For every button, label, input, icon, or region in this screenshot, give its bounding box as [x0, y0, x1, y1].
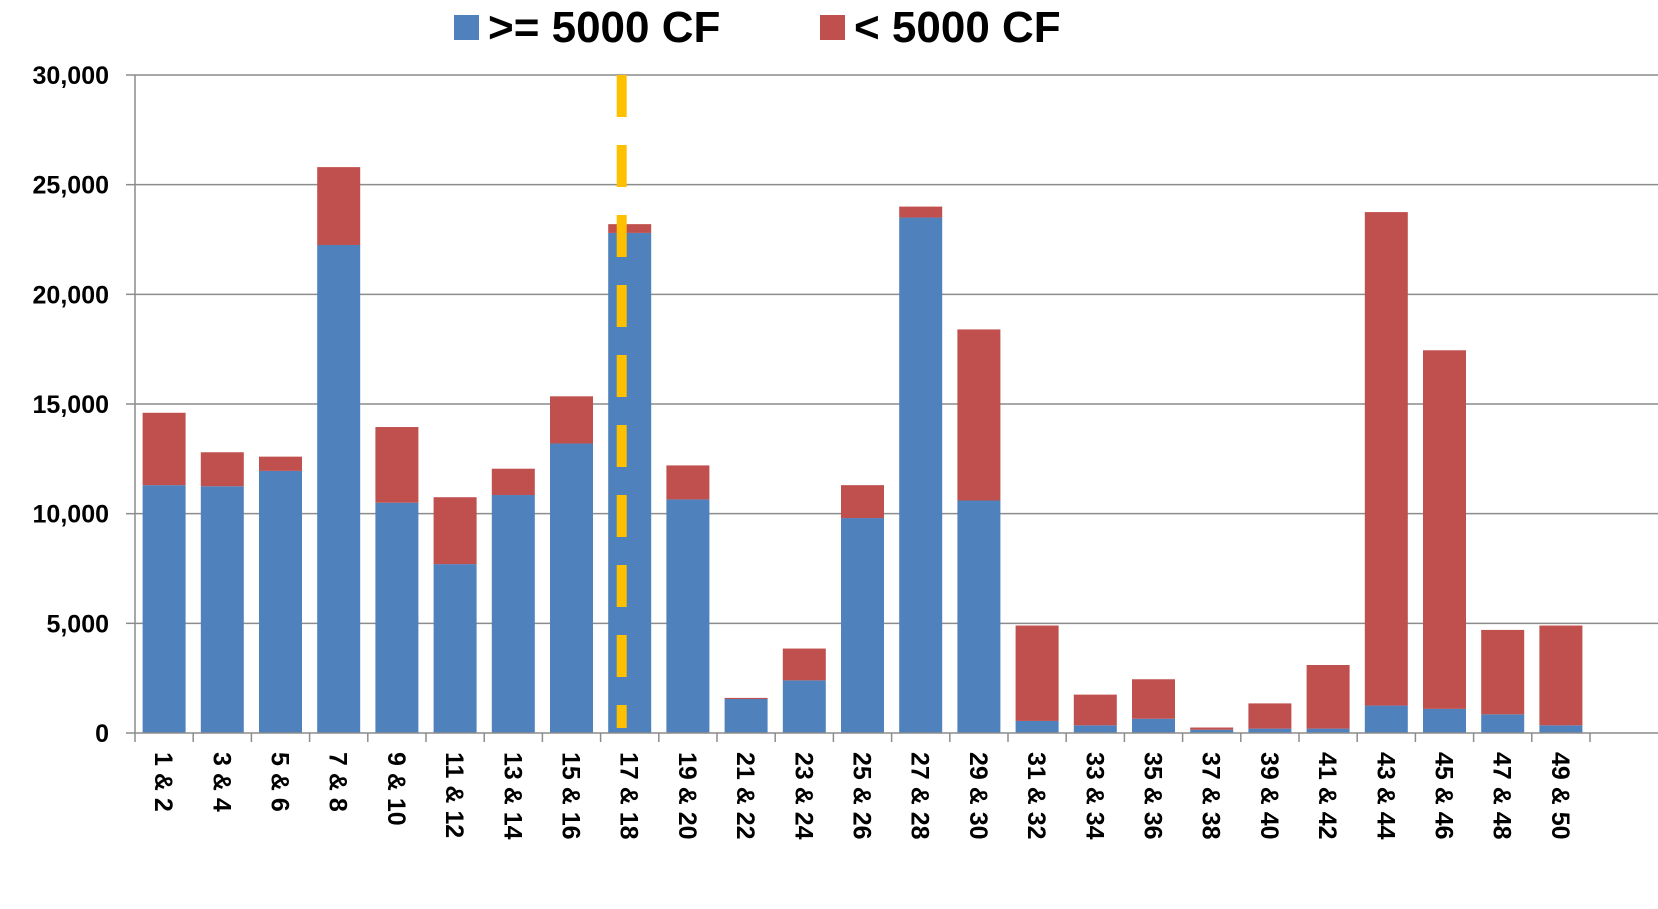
- bar-segment-ge-5000: [491, 495, 535, 733]
- x-category-label: 11 & 12: [440, 752, 468, 838]
- bar-segment-lt-5000: [1423, 350, 1466, 709]
- x-category-label: 7 & 8: [324, 752, 352, 812]
- bar-segment-ge-5000: [200, 486, 244, 733]
- bar-segment-lt-5000: [841, 485, 884, 519]
- x-category-label: 33 & 34: [1080, 752, 1108, 840]
- axes: [134, 75, 1658, 742]
- y-axis-tick-labels: 0 5,000 10,000 15,000 20,000 25,000 30,000: [33, 62, 109, 748]
- x-category-label: 45 & 46: [1430, 752, 1458, 840]
- bar-segment-ge-5000: [1364, 705, 1408, 733]
- bar-segment-ge-5000: [782, 680, 826, 733]
- x-category-label: 41 & 42: [1313, 752, 1341, 840]
- bar-segment-ge-5000: [1190, 729, 1234, 733]
- bar-segment-lt-5000: [782, 648, 826, 681]
- x-category-label: 35 & 36: [1139, 752, 1167, 840]
- bar-segment-lt-5000: [1481, 629, 1525, 715]
- bar-segment-ge-5000: [375, 502, 419, 733]
- legend-label-ge-5000: >= 5000 CF: [488, 3, 720, 52]
- bar-segment-ge-5000: [1073, 725, 1117, 733]
- x-category-label: 25 & 26: [848, 752, 876, 840]
- bar-segment-lt-5000: [1364, 212, 1408, 706]
- bar-segment-lt-5000: [724, 697, 768, 700]
- bar-segment-lt-5000: [491, 468, 535, 496]
- bar-segment-ge-5000: [841, 518, 884, 733]
- bar-segment-ge-5000: [608, 232, 652, 734]
- x-category-label: 39 & 40: [1255, 752, 1283, 840]
- bar-segment-lt-5000: [957, 329, 1001, 501]
- bar-segment-lt-5000: [666, 465, 710, 500]
- bar-segment-ge-5000: [317, 244, 361, 733]
- bar-segment-ge-5000: [1132, 718, 1175, 733]
- legend-swatch-lt-5000: [820, 15, 845, 40]
- bars: [142, 167, 1583, 734]
- y-tick-label: 10,000: [33, 501, 109, 529]
- y-tick-label: 30,000: [33, 62, 109, 90]
- bar-segment-lt-5000: [375, 427, 419, 503]
- bar-segment-lt-5000: [1073, 694, 1117, 726]
- bar-segment-ge-5000: [1539, 725, 1583, 733]
- x-category-label: 21 & 22: [731, 752, 759, 840]
- bar-segment-lt-5000: [1539, 625, 1583, 726]
- x-category-label: 13 & 14: [498, 752, 526, 840]
- bar-segment-lt-5000: [1248, 703, 1292, 729]
- bar-segment-lt-5000: [899, 206, 943, 218]
- legend: >= 5000 CF < 5000 CF: [454, 3, 1061, 52]
- x-category-label: 5 & 6: [266, 752, 294, 812]
- bar-segment-ge-5000: [142, 485, 186, 733]
- x-category-label: 47 & 48: [1488, 752, 1516, 840]
- x-category-label: 37 & 38: [1197, 752, 1225, 840]
- bar-segment-lt-5000: [1190, 727, 1234, 730]
- bar-segment-lt-5000: [433, 497, 477, 565]
- bar-segment-lt-5000: [142, 412, 186, 486]
- bar-segment-ge-5000: [1306, 728, 1350, 733]
- bar-segment-ge-5000: [666, 499, 710, 733]
- bar-segment-ge-5000: [1015, 720, 1059, 733]
- bar-segment-ge-5000: [433, 564, 477, 733]
- x-category-label: 31 & 32: [1022, 752, 1050, 840]
- bar-segment-ge-5000: [1481, 714, 1525, 733]
- x-category-label: 23 & 24: [789, 752, 817, 840]
- x-category-label: 43 & 44: [1371, 752, 1399, 840]
- x-category-label: 9 & 10: [382, 752, 410, 826]
- x-category-label: 15 & 16: [557, 752, 585, 840]
- bar-segment-lt-5000: [259, 456, 302, 471]
- bar-segment-ge-5000: [957, 500, 1001, 733]
- x-category-label: 29 & 30: [964, 752, 992, 840]
- y-tick-label: 25,000: [33, 172, 109, 200]
- x-category-label: 19 & 20: [673, 752, 701, 840]
- bar-segment-ge-5000: [259, 470, 302, 733]
- legend-label-lt-5000: < 5000 CF: [854, 3, 1061, 52]
- bar-segment-ge-5000: [550, 443, 593, 733]
- bar-segment-lt-5000: [200, 452, 244, 487]
- x-category-label: 17 & 18: [615, 752, 643, 840]
- x-category-label: 3 & 4: [207, 752, 235, 812]
- y-tick-label: 5,000: [46, 610, 109, 638]
- bar-segment-lt-5000: [1132, 679, 1175, 719]
- bar-segment-ge-5000: [1423, 708, 1466, 733]
- bar-segment-ge-5000: [1248, 728, 1292, 733]
- legend-swatch-ge-5000: [454, 15, 479, 40]
- x-category-label: 1 & 2: [149, 752, 177, 812]
- y-tick-label: 15,000: [33, 391, 109, 419]
- bar-segment-lt-5000: [1015, 625, 1059, 721]
- bar-segment-lt-5000: [317, 167, 361, 245]
- bar-segment-ge-5000: [724, 699, 768, 733]
- bar-segment-lt-5000: [1306, 665, 1350, 729]
- y-tick-label: 0: [95, 720, 109, 748]
- x-category-label: 49 & 50: [1546, 752, 1574, 840]
- bar-segment-lt-5000: [608, 224, 652, 233]
- y-tick-label: 20,000: [33, 281, 109, 309]
- x-category-label: 27 & 28: [906, 752, 934, 840]
- bar-segment-lt-5000: [550, 396, 593, 444]
- bar-segment-ge-5000: [899, 217, 943, 734]
- x-axis-tick-labels: 1 & 2 3 & 4 5 & 6 7 & 8 9 & 10 11 & 12 13 & 14…: [149, 752, 1574, 840]
